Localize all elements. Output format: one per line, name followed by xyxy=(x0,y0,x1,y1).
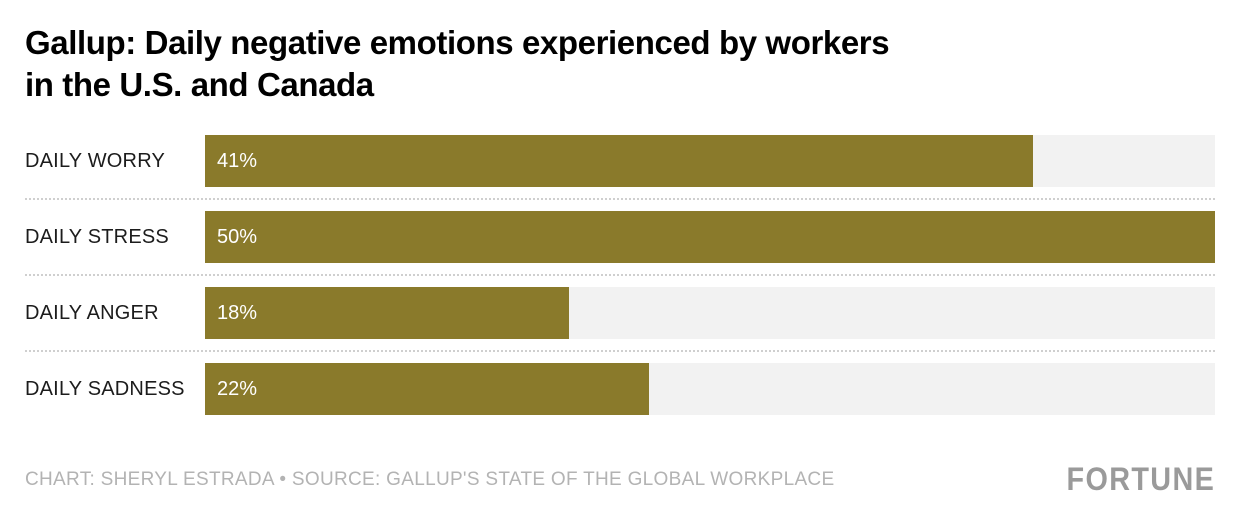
value-label: 50% xyxy=(217,225,258,248)
category-label: DAILY ANGER xyxy=(25,301,159,324)
bar-fill: 41% xyxy=(205,135,1034,188)
row-divider xyxy=(25,274,1215,277)
fortune-logo: FORTUNE xyxy=(1066,461,1215,497)
bar-fill: 18% xyxy=(205,287,569,340)
chart-title-line1: Gallup: Daily negative emotions experien… xyxy=(25,24,890,61)
chart-title: Gallup: Daily negative emotions experien… xyxy=(25,22,1215,105)
bar-track: 22% xyxy=(205,363,1215,416)
bar-track: 41% xyxy=(205,135,1215,188)
chart-title-line2: in the U.S. and Canada xyxy=(25,65,374,103)
row-divider xyxy=(25,198,1215,201)
category-label: DAILY SADNESS xyxy=(25,377,185,400)
row-divider xyxy=(25,350,1215,353)
value-label: 41% xyxy=(217,149,258,172)
value-label: 22% xyxy=(217,377,258,400)
bar-chart: DAILY WORRY 41% DAILY STRESS 50% DAILY ANGER… xyxy=(25,135,1215,416)
value-label: 18% xyxy=(217,301,258,324)
credit-line: CHART: SHERYL ESTRADA • SOURCE: GALLUP'S… xyxy=(25,468,835,490)
bar-fill: 22% xyxy=(205,363,650,416)
chart-row: DAILY SADNESS 22% xyxy=(25,363,1215,416)
category-label: DAILY WORRY xyxy=(25,149,166,172)
chart-row: DAILY ANGER 18% xyxy=(25,287,1215,340)
chart-row: DAILY WORRY 41% xyxy=(25,135,1215,188)
chart-row: DAILY STRESS 50% xyxy=(25,211,1215,264)
bar-track: 18% xyxy=(205,287,1215,340)
footer: CHART: SHERYL ESTRADA • SOURCE: GALLUP'S… xyxy=(25,461,1215,498)
bar-track: 50% xyxy=(205,211,1215,264)
category-label: DAILY STRESS xyxy=(25,225,169,248)
page: Gallup: Daily negative emotions experien… xyxy=(25,22,1215,416)
bar-fill: 50% xyxy=(205,211,1215,264)
